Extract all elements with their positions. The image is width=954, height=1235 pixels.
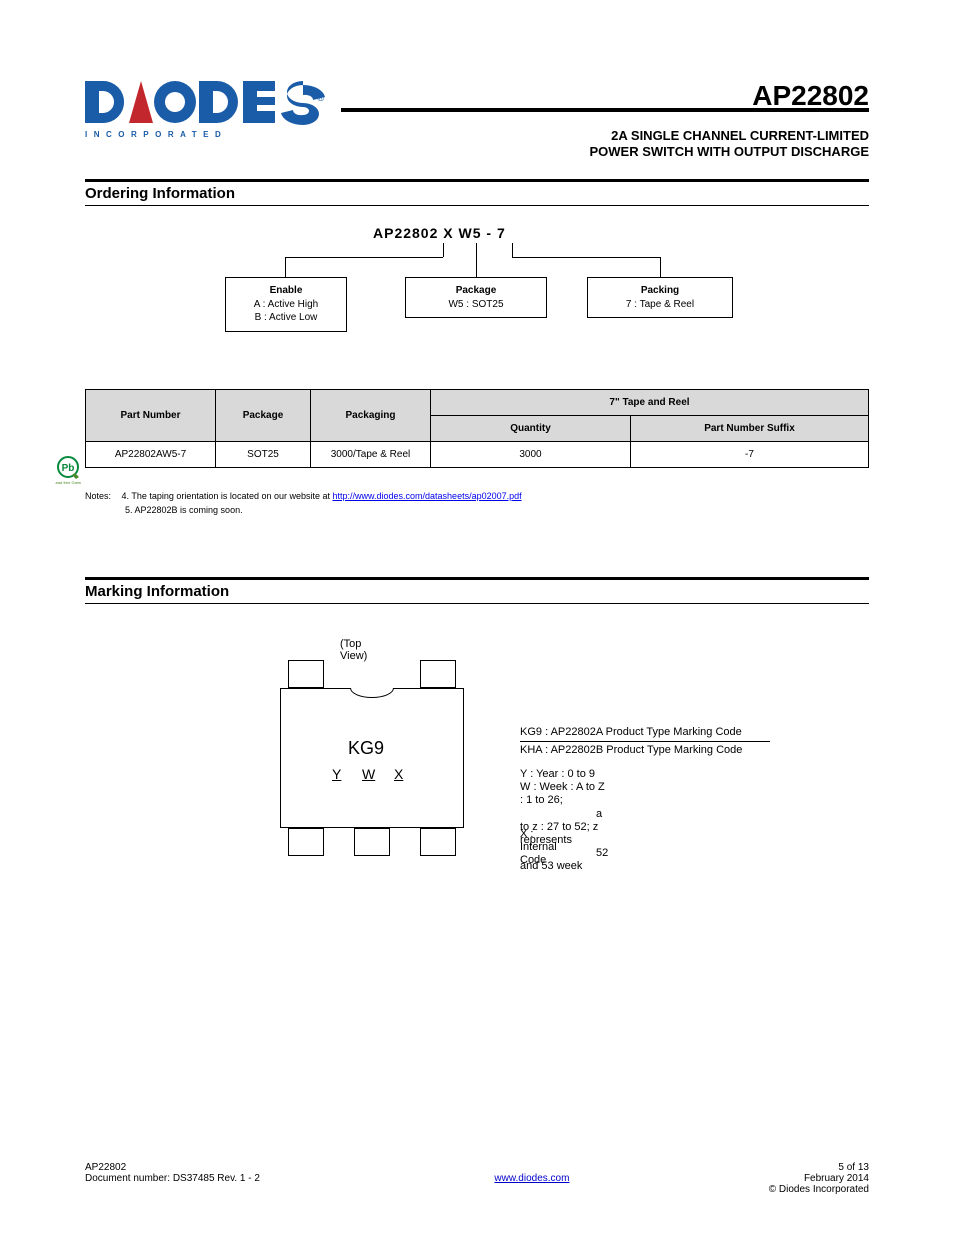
ordering-box-package: Package W5 : SOT25	[405, 277, 547, 318]
col-packaging: Packaging	[311, 390, 431, 442]
desc-line-1: 2A SINGLE CHANNEL CURRENT-LIMITED	[611, 128, 869, 143]
chip-mark-w: W	[362, 766, 375, 782]
part-number: AP22802	[752, 80, 869, 112]
taping-link[interactable]: http://www.diodes.com/datasheets/ap02007…	[333, 491, 522, 501]
pb-free-icon: Pb Lead free Green	[55, 455, 81, 490]
col-suffix: Part Number Suffix	[631, 416, 869, 442]
page-footer: AP22802 5 of 13 Document number: DS37485…	[85, 1162, 869, 1195]
ordering-box-enable: Enable A : Active High B : Active Low	[225, 277, 347, 332]
col-reel: 7" Tape and Reel	[431, 390, 869, 416]
chip-mark-x: X	[394, 766, 403, 782]
marking-legend-3: X : Internal Code	[520, 828, 557, 868]
footer-website-link[interactable]: www.diodes.com	[494, 1173, 569, 1184]
desc-line-2: POWER SWITCH WITH OUTPUT DISCHARGE	[590, 144, 870, 159]
footer-page: 5 of 13	[838, 1162, 869, 1173]
chip-pin	[288, 828, 324, 856]
ordering-code: AP22802 X W5 - 7	[373, 225, 506, 241]
section-rule	[85, 179, 869, 182]
col-package: Package	[216, 390, 311, 442]
footer-copyright: © Diodes Incorporated	[769, 1184, 869, 1195]
svg-text:®: ®	[317, 93, 325, 104]
section-rule	[85, 205, 869, 206]
footer-docnum: Document number: DS37485 Rev. 1 - 2	[85, 1173, 260, 1184]
note-5: 5. AP22802B is coming soon.	[125, 505, 243, 515]
section-title-ordering: Ordering Information	[85, 185, 235, 202]
svg-text:Lead free Green: Lead free Green	[55, 480, 81, 485]
chip-pin	[288, 660, 324, 688]
section-rule	[85, 577, 869, 580]
svg-text:INCORPORATED: INCORPORATED	[85, 130, 227, 139]
chip-mark-code: KG9	[348, 738, 384, 759]
chip-pin	[420, 828, 456, 856]
top-view-label: (Top View)	[340, 638, 367, 662]
chip-pin	[354, 828, 390, 856]
notes-label: Notes:	[85, 491, 111, 501]
footer-date: February 2014	[804, 1173, 869, 1184]
ordering-notes: Notes: 4. The taping orientation is loca…	[85, 490, 522, 517]
chip-pin	[420, 660, 456, 688]
marking-legend-1: KG9 : AP22802A Product Type Marking Code…	[520, 726, 770, 757]
note-4: 4. The taping orientation is located on …	[122, 491, 522, 501]
company-logo: ® INCORPORATED	[85, 75, 325, 145]
footer-part: AP22802	[85, 1162, 126, 1173]
table-row: AP22802AW5-7 SOT25 3000/Tape & Reel 3000…	[86, 442, 869, 468]
ordering-box-packing: Packing 7 : Tape & Reel	[587, 277, 733, 318]
ordering-table: Part Number Package Packaging 7" Tape an…	[85, 389, 869, 468]
col-qty: Quantity	[431, 416, 631, 442]
col-part: Part Number	[86, 390, 216, 442]
ordering-diagram: AP22802 X W5 - 7 Enable A : Active High …	[225, 225, 745, 375]
product-description: 2A SINGLE CHANNEL CURRENT-LIMITED POWER …	[590, 128, 870, 159]
section-title-marking: Marking Information	[85, 583, 229, 600]
chip-mark-y: Y	[332, 766, 341, 782]
section-rule	[85, 603, 869, 604]
svg-text:Pb: Pb	[62, 463, 75, 474]
